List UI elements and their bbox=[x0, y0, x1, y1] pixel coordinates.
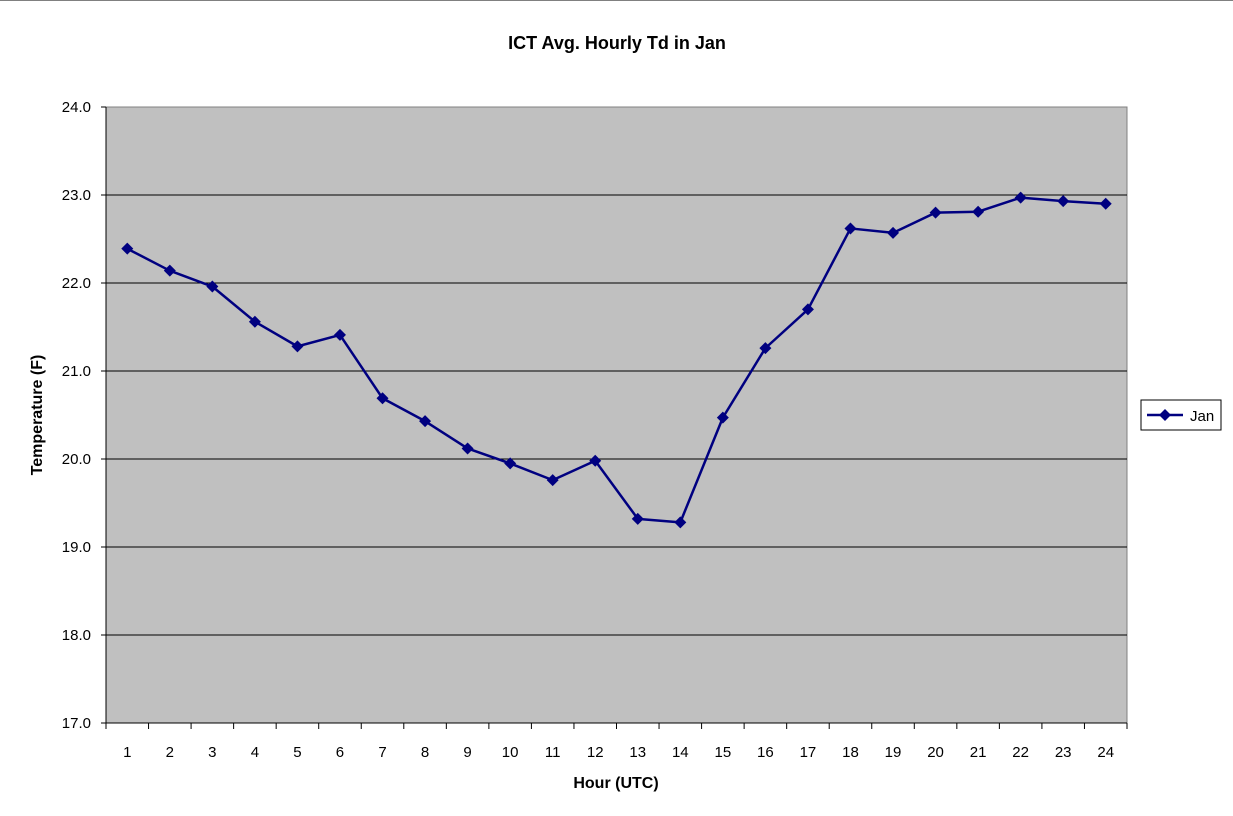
x-tick-label: 7 bbox=[378, 744, 386, 761]
x-tick-label: 14 bbox=[672, 744, 689, 761]
data-point bbox=[589, 454, 602, 467]
x-tick-label: 15 bbox=[715, 744, 732, 761]
x-tick-label: 22 bbox=[1012, 744, 1029, 761]
y-tick-label: 18.0 bbox=[62, 627, 91, 644]
data-point bbox=[376, 392, 389, 405]
y-axis-title: Temperature (F) bbox=[29, 355, 46, 476]
x-tick-label: 10 bbox=[502, 744, 519, 761]
x-tick-label: 19 bbox=[885, 744, 902, 761]
data-point bbox=[248, 315, 261, 328]
data-point bbox=[716, 411, 729, 424]
x-tick-label: 23 bbox=[1055, 744, 1072, 761]
legend: Jan bbox=[1140, 399, 1222, 431]
data-point bbox=[1014, 191, 1027, 204]
data-point bbox=[1057, 195, 1070, 208]
legend-marker-jan bbox=[1159, 409, 1171, 421]
x-tick-label: 9 bbox=[463, 744, 471, 761]
data-point bbox=[121, 242, 134, 255]
x-axis-title: Hour (UTC) bbox=[573, 775, 658, 792]
y-tick-label: 20.0 bbox=[62, 451, 91, 468]
data-point bbox=[206, 280, 219, 293]
x-tick-label: 2 bbox=[166, 744, 174, 761]
x-axis-ticks: 1 2 3 4 5 6 7 8 9 10 11 12 13 14 15 16 17 18 19 20 21 22 23 24 bbox=[105, 723, 1128, 761]
data-point bbox=[546, 474, 559, 487]
data-point bbox=[333, 328, 346, 341]
y-tick-label: 21.0 bbox=[62, 363, 91, 380]
y-axis-ticks: 17.0 18.0 19.0 20.0 21.0 22.0 23.0 24.0 bbox=[62, 99, 106, 732]
data-point bbox=[929, 206, 942, 219]
x-tick-label: 16 bbox=[757, 744, 774, 761]
data-point bbox=[801, 303, 814, 316]
data-point bbox=[631, 512, 644, 525]
plot-area bbox=[105, 106, 1128, 724]
series-line-jan bbox=[126, 196, 1106, 524]
y-tick-label: 24.0 bbox=[62, 99, 91, 116]
series-layer bbox=[121, 191, 1112, 529]
x-tick-label: 12 bbox=[587, 744, 604, 761]
x-tick-label: 18 bbox=[842, 744, 859, 761]
x-tick-label: 4 bbox=[251, 744, 259, 761]
data-point bbox=[887, 226, 900, 239]
x-tick-label: 6 bbox=[336, 744, 344, 761]
y-tick-label: 22.0 bbox=[62, 275, 91, 292]
gridlines bbox=[106, 194, 1127, 636]
y-tick-label: 19.0 bbox=[62, 539, 91, 556]
data-point bbox=[1099, 197, 1112, 210]
chart-title: ICT Avg. Hourly Td in Jan bbox=[508, 33, 726, 53]
data-point bbox=[504, 457, 517, 470]
data-point bbox=[461, 442, 474, 455]
data-point bbox=[291, 340, 304, 353]
x-tick-label: 5 bbox=[293, 744, 301, 761]
data-point bbox=[674, 516, 687, 529]
data-point bbox=[419, 415, 432, 428]
data-point bbox=[163, 264, 176, 277]
x-tick-label: 21 bbox=[970, 744, 987, 761]
x-tick-label: 11 bbox=[545, 744, 561, 761]
x-tick-label: 24 bbox=[1097, 744, 1114, 761]
y-tick-label: 17.0 bbox=[62, 715, 91, 732]
x-tick-label: 17 bbox=[800, 744, 817, 761]
data-point bbox=[759, 342, 772, 355]
data-point bbox=[844, 222, 857, 235]
x-tick-label: 3 bbox=[208, 744, 216, 761]
x-tick-label: 1 bbox=[123, 744, 131, 761]
x-tick-label: 8 bbox=[421, 744, 429, 761]
y-tick-label: 23.0 bbox=[62, 187, 91, 204]
x-tick-label: 13 bbox=[629, 744, 646, 761]
data-point bbox=[972, 205, 985, 218]
legend-label-jan: Jan bbox=[1190, 408, 1214, 425]
x-tick-label: 20 bbox=[927, 744, 944, 761]
